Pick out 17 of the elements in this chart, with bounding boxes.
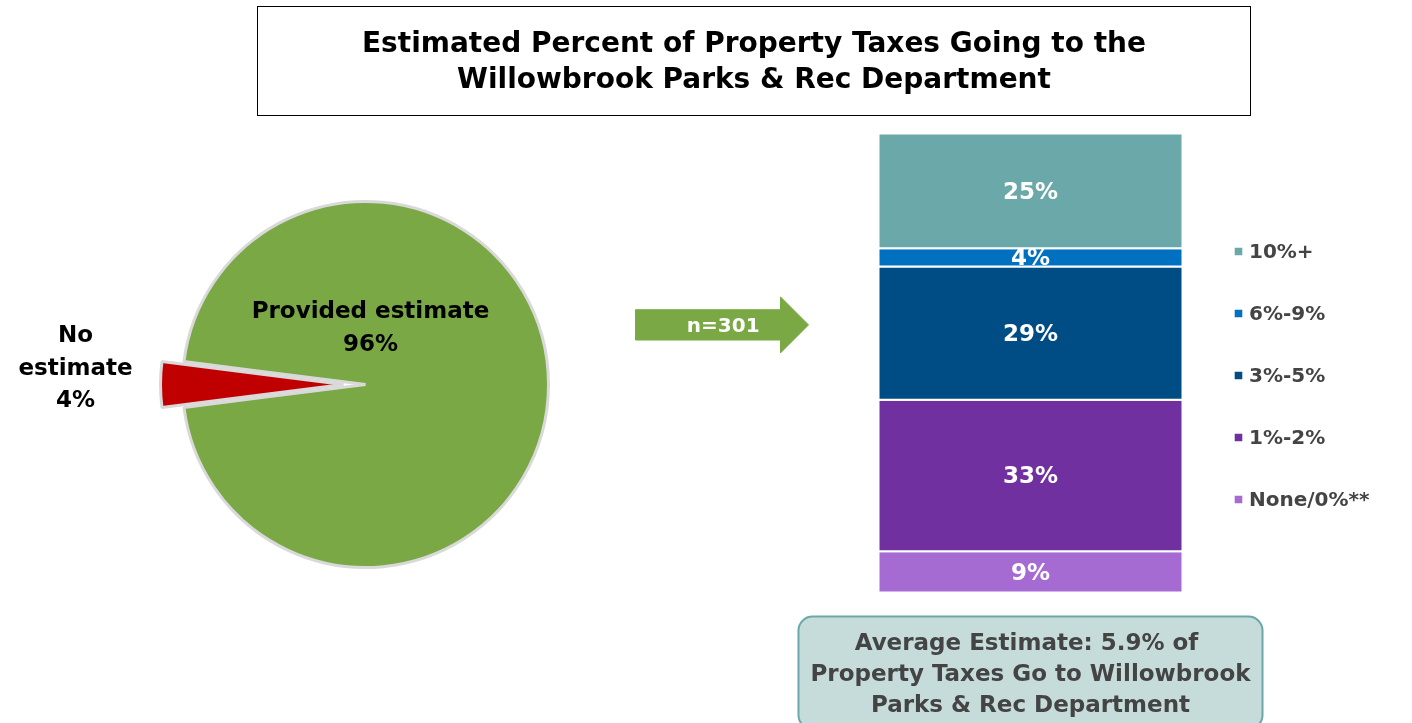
legend-label: 1%-2% [1249,425,1326,449]
data-label: 29% [1002,320,1059,347]
text: Estimated Percent of Property Taxes Going to the Willowbrook Parks & Rec Department [361,24,1147,97]
slice-label: Provided estimate [251,297,490,324]
data-label: 9% [1010,558,1051,585]
slice-label: No estimate [18,321,133,380]
data-label: 96% [342,329,399,356]
legend-label: None/0%** [1249,487,1370,511]
data-label: 4% [55,386,96,412]
data-label: 33% [1002,462,1059,489]
legend-label: 6%-9% [1249,301,1326,325]
data-label: 4% [1010,244,1051,271]
text: Average Estimate: 5.9% of Property Taxes Go to Willowbrook Parks & Rec Department [810,628,1252,717]
data-label: 25% [1002,177,1059,204]
legend-label: 3%-5% [1249,363,1326,387]
legend-label: 10%+ [1249,239,1314,263]
text: n=301 [686,312,760,337]
